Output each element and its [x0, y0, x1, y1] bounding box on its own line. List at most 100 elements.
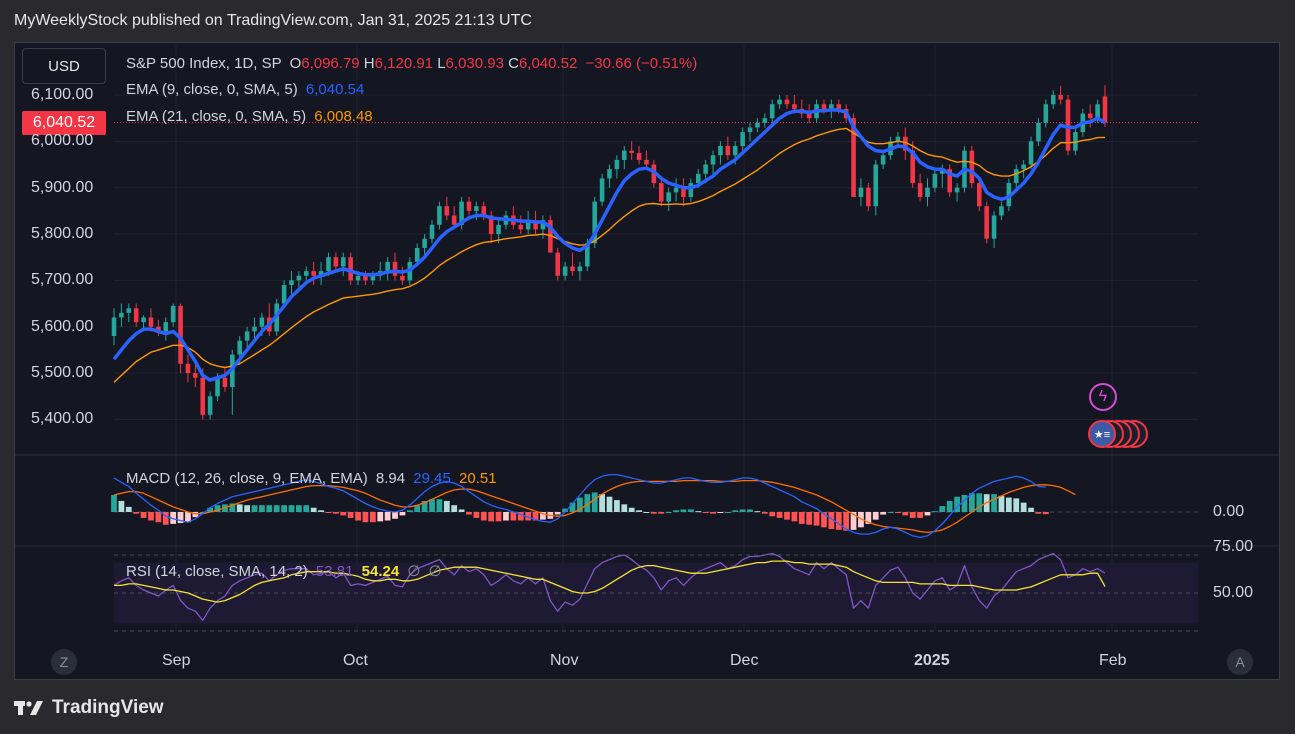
macd-histogram-bar: [414, 505, 421, 512]
macd-histogram-bar: [251, 505, 258, 512]
macd-histogram-bar: [628, 507, 635, 512]
macd-histogram-bar: [1042, 512, 1049, 515]
candle-body: [548, 220, 553, 253]
candle-body: [326, 257, 331, 272]
candle-body: [858, 187, 864, 197]
x-tick: Dec: [730, 652, 759, 669]
candle-body: [333, 257, 339, 267]
candle-body: [710, 155, 716, 165]
low-value: 6,030.93: [445, 55, 504, 72]
rsi-tick-75: 75.00: [1213, 538, 1254, 555]
candle-body: [340, 257, 346, 267]
candle-body: [533, 220, 538, 230]
candle-body: [1050, 95, 1056, 105]
candle-body: [215, 377, 220, 397]
candle-body: [895, 136, 901, 142]
candle-body: [747, 127, 753, 133]
macd-histogram-bar: [347, 512, 354, 518]
macd-histogram-bar: [932, 511, 938, 513]
candle-body: [658, 183, 664, 202]
candle-body: [644, 159, 649, 165]
candle-body: [540, 220, 546, 230]
macd-histogram-bar: [451, 505, 458, 512]
candle-body: [1021, 164, 1026, 170]
rsi-ma-line: [114, 560, 1106, 603]
macd-histogram-bar: [621, 504, 628, 512]
candle-body: [429, 224, 435, 239]
high-value: 6,120.91: [374, 55, 434, 72]
macd-histogram-bar: [739, 509, 746, 512]
macd-histogram-bar: [650, 512, 657, 514]
rsi-extra-1: ∅: [407, 563, 421, 580]
macd-histogram-bar: [724, 512, 731, 513]
macd-histogram-bar: [155, 512, 162, 523]
candle-body: [200, 377, 206, 415]
macd-histogram-bar: [259, 505, 265, 512]
price-tick: 5,700.00: [31, 271, 94, 288]
candle-body: [555, 252, 561, 276]
candle-body: [777, 99, 782, 105]
macd-histogram-bar: [791, 512, 798, 522]
candle-body: [681, 187, 686, 197]
candle-body: [156, 326, 161, 332]
last-price-tag: 6,040.52: [22, 111, 106, 135]
macd-histogram-bar: [554, 512, 561, 515]
auto-scale-button[interactable]: A: [1227, 649, 1253, 675]
economic-events[interactable]: ★≡: [1088, 420, 1148, 450]
candle-body: [903, 136, 908, 151]
currency-button[interactable]: USD: [22, 48, 106, 84]
macd-histogram-bar: [961, 495, 968, 512]
macd-histogram-bar: [207, 507, 214, 512]
macd-histogram-bar: [332, 512, 339, 514]
candle-body: [1102, 96, 1108, 123]
macd-histogram-bar: [1005, 497, 1012, 512]
candle-body: [222, 377, 228, 388]
macd-histogram-bar: [843, 512, 850, 531]
macd-histogram-bar: [510, 512, 517, 521]
macd-histogram-bar: [798, 512, 805, 524]
candle-body: [614, 159, 620, 170]
ema21-value: 6,008.48: [314, 108, 373, 125]
candle-body: [562, 266, 568, 276]
macd-histogram-bar: [917, 512, 923, 518]
macd-histogram-bar: [125, 506, 132, 512]
macd-histogram-bar: [140, 512, 147, 518]
candle-body: [784, 99, 790, 105]
macd-histogram-bar: [177, 512, 184, 524]
flash-event-icon[interactable]: ϟ: [1089, 383, 1117, 411]
x-tick: Sep: [162, 652, 191, 669]
candle-body: [444, 206, 450, 216]
tradingview-logo-icon: [14, 701, 43, 715]
candle-body: [133, 308, 139, 323]
candle-body: [289, 280, 294, 286]
x-tick: Oct: [343, 652, 368, 669]
candle-body: [400, 275, 405, 281]
macd-histogram-bar: [946, 500, 953, 512]
macd-histogram-bar: [384, 512, 391, 521]
macd-histogram-bar: [584, 494, 591, 512]
candle-body: [732, 145, 738, 156]
candle-body: [821, 104, 827, 109]
macd-histogram-bar: [732, 510, 739, 512]
candle-body: [599, 178, 605, 202]
candle-body: [607, 169, 612, 179]
macd-histogram-bar: [310, 507, 317, 512]
macd-histogram-bar: [369, 512, 376, 523]
price-tick: 5,500.00: [31, 364, 94, 381]
candle-body: [237, 340, 243, 355]
candle-body: [925, 187, 930, 197]
macd-histogram-bar: [288, 505, 295, 512]
macd-histogram-bar: [421, 500, 428, 512]
macd-histogram-bar: [185, 512, 191, 523]
us-flag-event-icon[interactable]: ★≡: [1088, 420, 1116, 448]
zoom-z-button[interactable]: Z: [51, 649, 77, 675]
macd-signal-value: 20.51: [459, 470, 497, 487]
close-label: C: [508, 55, 519, 72]
macd-histogram-bar: [599, 494, 605, 512]
macd-histogram-bar: [377, 512, 384, 522]
rsi-tick-50: 50.00: [1213, 584, 1254, 601]
top-bar: MyWeeklyStock published on TradingView.c…: [0, 0, 1295, 42]
candle-body: [769, 104, 775, 119]
macd-hist-value: 8.94: [375, 470, 406, 487]
